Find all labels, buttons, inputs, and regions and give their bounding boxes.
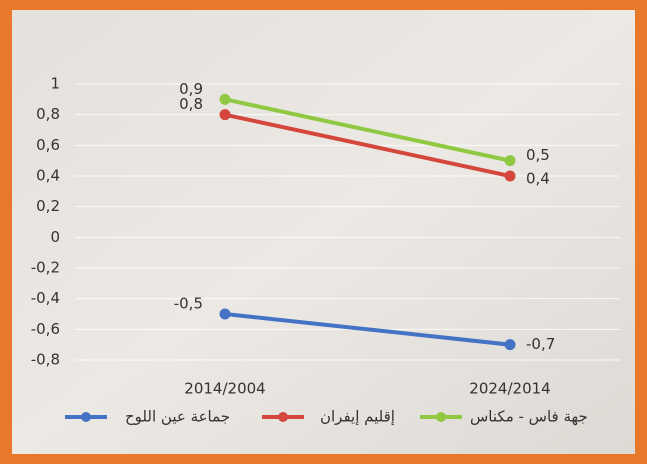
y-tick-label: -0,8 bbox=[31, 351, 60, 369]
y-tick-label: 1 bbox=[50, 75, 60, 93]
legend-marker bbox=[81, 412, 91, 422]
point bbox=[219, 93, 231, 105]
data-label: 0,4 bbox=[526, 170, 550, 188]
y-tick-label: 0,2 bbox=[36, 197, 60, 215]
point bbox=[504, 155, 516, 167]
y-tick-label: -0,6 bbox=[31, 320, 60, 338]
y-tick-label: 0,8 bbox=[36, 105, 60, 123]
point bbox=[219, 109, 231, 121]
data-label: 0,8 bbox=[179, 95, 203, 113]
legend-label: جهة فاس - مكناس bbox=[470, 408, 588, 426]
point bbox=[504, 170, 516, 182]
y-tick-label: 0 bbox=[50, 228, 60, 246]
series-line bbox=[224, 97, 511, 163]
series-line bbox=[224, 312, 511, 347]
data-label: -0,5 bbox=[174, 295, 203, 313]
y-tick-label: 0,4 bbox=[36, 167, 60, 185]
series-line bbox=[224, 112, 511, 178]
data-label: 0,9 bbox=[179, 80, 203, 98]
y-tick-label: 0,6 bbox=[36, 136, 60, 154]
y-tick-label: -0,2 bbox=[31, 259, 60, 277]
point bbox=[219, 308, 231, 320]
x-tick-label: 2014/2004 bbox=[184, 380, 265, 398]
x-tick-label: 2024/2014 bbox=[469, 380, 550, 398]
legend-label: جماعة عين اللوح bbox=[125, 408, 230, 426]
point bbox=[504, 339, 516, 351]
legend-marker bbox=[278, 412, 288, 422]
data-label: 0,5 bbox=[526, 146, 550, 164]
data-label: -0,7 bbox=[526, 335, 555, 353]
legend-label: إقليم إيفران bbox=[320, 408, 395, 426]
y-tick-label: -0,4 bbox=[31, 289, 60, 307]
legend-marker bbox=[436, 412, 446, 422]
